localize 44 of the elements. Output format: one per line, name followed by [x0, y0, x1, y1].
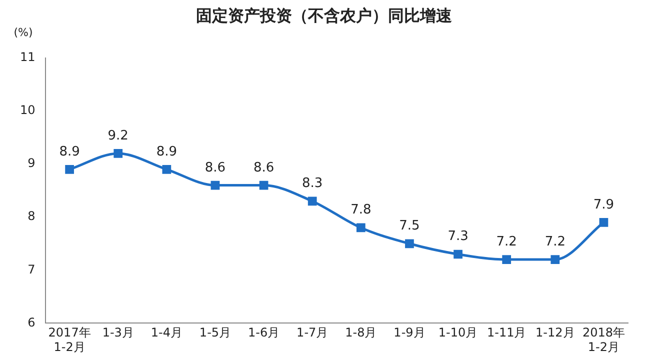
point — [502, 255, 512, 264]
x-tick-label: 1-12月 — [536, 326, 575, 340]
point — [405, 239, 414, 248]
data-label: 7.2 — [544, 234, 566, 250]
data-label: 7.5 — [399, 218, 420, 234]
x-tick-label: 1-7月 — [296, 326, 328, 340]
x-tick-label: 1-8月 — [345, 326, 377, 340]
y-tick-label: 6 — [28, 315, 36, 330]
point — [210, 180, 220, 190]
x-tick-label: 2018年 1-2月 — [582, 326, 625, 354]
x-tick-label: 1-3月 — [102, 326, 134, 340]
data-label: 9.2 — [108, 128, 128, 144]
data-label: 8.9 — [59, 144, 80, 160]
data-label: 7.9 — [593, 197, 614, 212]
point — [356, 223, 366, 232]
x-tick-label: 1-10月 — [438, 326, 478, 340]
data-label: 8.6 — [253, 160, 274, 176]
data-label: 8.6 — [204, 160, 226, 176]
data-label: 7.2 — [496, 234, 517, 250]
point — [259, 180, 268, 190]
point — [454, 250, 462, 259]
y-tick-label: 8 — [28, 209, 36, 224]
data-label: 8.9 — [156, 144, 178, 160]
x-tick-label: 2017年 1-2月 — [48, 326, 91, 354]
x-tick-label: 1-11月 — [486, 326, 526, 340]
point — [308, 196, 317, 206]
x-tick-label: 1-9月 — [394, 326, 426, 340]
data-label: 7.8 — [350, 202, 372, 218]
data-label: 8.3 — [302, 176, 323, 192]
point — [65, 164, 74, 174]
point — [599, 218, 608, 227]
x-tick-label: 1-4月 — [150, 326, 182, 340]
point — [162, 164, 172, 174]
data-label: 7.3 — [448, 229, 468, 244]
y-tick-label: 9 — [28, 156, 36, 170]
point — [550, 255, 560, 264]
y-tick-label: 11 — [20, 50, 36, 64]
y-tick-label: 10 — [20, 103, 36, 118]
y-axis-title: (%) — [14, 26, 33, 39]
point — [114, 149, 123, 158]
x-tick-label: 1-6月 — [248, 326, 280, 340]
y-tick-label: 7 — [28, 262, 36, 276]
chart-title: 固定资产投资（不含农户）同比增速 — [195, 6, 453, 27]
x-tick-label: 1-5月 — [199, 326, 232, 340]
